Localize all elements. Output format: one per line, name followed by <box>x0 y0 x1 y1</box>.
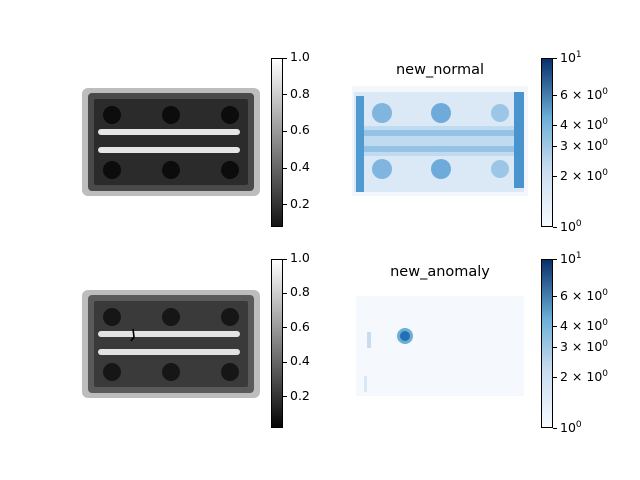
colorbar-tick-mark <box>553 295 557 297</box>
colorbar-tick-mark <box>553 175 557 177</box>
colorbar-tick-mark <box>553 57 557 59</box>
colorbar-tick-label: 0.8 <box>290 85 310 101</box>
colorbar-tick-mark <box>283 204 287 206</box>
colorbar-tick-label: 4 × 100 <box>560 318 609 334</box>
anomaly-image-colorbar <box>271 259 283 428</box>
anomaly-map-colorbar <box>541 259 553 428</box>
colorbar-tick-label: 3 × 100 <box>560 138 609 154</box>
colorbar-tick-mark <box>553 258 557 260</box>
colorbar-tick-mark <box>283 94 287 96</box>
colorbar-tick-mark <box>283 167 287 169</box>
colorbar-tick-label: 0.4 <box>290 353 310 369</box>
colorbar-tick-mark <box>283 57 287 59</box>
normal-image-panel <box>82 88 260 196</box>
colorbar-tick-mark <box>553 427 557 429</box>
anomaly-image-panel <box>82 290 260 398</box>
anomaly-map-panel <box>352 288 528 398</box>
colorbar-tick-label: 6 × 100 <box>560 87 609 103</box>
colorbar-tick-label: 1.0 <box>290 49 310 64</box>
colorbar-tick-label: 101 <box>560 50 582 66</box>
normal-map-title: new_normal <box>395 62 485 78</box>
colorbar-tick-label: 0.8 <box>290 284 310 300</box>
normal-image <box>82 88 260 196</box>
colorbar-tick-label: 0.2 <box>290 387 310 403</box>
colorbar-tick-label: 0.2 <box>290 195 310 211</box>
colorbar-tick-label: 100 <box>560 219 582 235</box>
colorbar-tick-mark <box>283 396 287 398</box>
colorbar-tick-label: 4 × 100 <box>560 117 609 133</box>
colorbar-tick-mark <box>283 327 287 329</box>
colorbar-tick-mark <box>553 226 557 228</box>
colorbar-tick-mark <box>553 124 557 126</box>
colorbar-tick-mark <box>553 94 557 96</box>
anomaly-image <box>82 290 260 398</box>
anomaly-anomaly-heatmap <box>352 288 528 398</box>
colorbar-tick-label: 101 <box>560 251 582 267</box>
colorbar-tick-mark <box>553 325 557 327</box>
colorbar-tick-mark <box>283 292 287 294</box>
colorbar-tick-label: 0.6 <box>290 122 310 138</box>
colorbar-tick-label: 2 × 100 <box>560 168 609 184</box>
normal-map-colorbar <box>541 58 553 227</box>
normal-map-panel <box>352 86 528 196</box>
colorbar-tick-label: 0.6 <box>290 318 310 334</box>
colorbar-tick-label: 2 × 100 <box>560 369 609 385</box>
colorbar-tick-mark <box>283 258 287 260</box>
anomaly-map-title: new_anomaly <box>390 264 490 280</box>
normal-anomaly-heatmap <box>352 86 528 196</box>
colorbar-tick-label: 100 <box>560 420 582 436</box>
normal-image-colorbar <box>271 58 283 227</box>
colorbar-tick-mark <box>553 376 557 378</box>
colorbar-tick-mark <box>283 361 287 363</box>
colorbar-tick-label: 0.4 <box>290 159 310 175</box>
colorbar-tick-mark <box>553 346 557 348</box>
colorbar-tick-label: 1.0 <box>290 250 310 265</box>
colorbar-tick-mark <box>553 145 557 147</box>
colorbar-tick-mark <box>283 130 287 132</box>
colorbar-tick-label: 3 × 100 <box>560 339 609 355</box>
colorbar-tick-label: 6 × 100 <box>560 288 609 304</box>
